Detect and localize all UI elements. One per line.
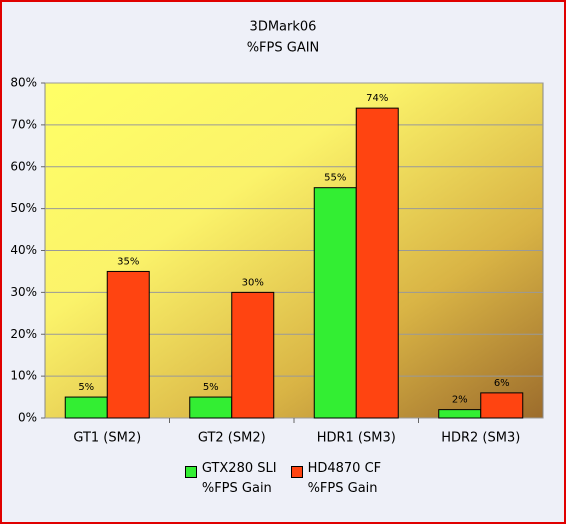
bar <box>231 291 275 419</box>
chart-title: 3DMark06 <box>250 20 317 35</box>
value-label: 30% <box>242 277 264 288</box>
bar <box>64 396 108 419</box>
value-label: 55% <box>324 173 346 184</box>
y-tick-label: 50% <box>10 201 37 215</box>
x-tick-label: HDR1 (SM3) <box>317 431 396 446</box>
legend-label: HD4870 CF %FPS Gain <box>307 461 382 496</box>
y-tick-label: 80% <box>10 76 37 90</box>
bar <box>438 409 482 419</box>
legend-swatch <box>290 466 303 478</box>
x-tick-label: GT2 (SM2) <box>198 431 266 446</box>
x-tick-label: GT1 (SM2) <box>73 431 141 446</box>
bar <box>355 107 399 419</box>
chart-subtitle: %FPS GAIN <box>247 41 320 56</box>
bar <box>106 270 150 419</box>
legend-item: HD4870 CF %FPS Gain <box>290 461 382 499</box>
x-tick-label: HDR2 (SM3) <box>441 431 520 446</box>
value-label: 5% <box>78 382 94 393</box>
y-tick-label: 20% <box>10 327 37 341</box>
bar <box>313 187 357 419</box>
value-label: 5% <box>203 382 219 393</box>
y-tick-label: 30% <box>10 285 37 299</box>
y-tick-label: 10% <box>10 369 37 383</box>
y-tick-label: 40% <box>10 243 37 257</box>
value-label: 74% <box>366 93 388 104</box>
y-tick-label: 0% <box>18 411 37 425</box>
bar <box>189 396 233 419</box>
value-label: 6% <box>494 378 510 389</box>
value-label: 35% <box>117 256 139 267</box>
y-tick-label: 70% <box>10 117 37 131</box>
value-label: 2% <box>452 395 468 406</box>
legend-label: GTX280 SLI %FPS Gain <box>201 461 277 496</box>
legend: GTX280 SLI %FPS Gain HD4870 CF %FPS Gain <box>0 461 566 499</box>
legend-swatch <box>184 466 197 478</box>
legend-item: GTX280 SLI %FPS Gain <box>184 461 277 499</box>
y-tick-label: 60% <box>10 159 37 173</box>
bar <box>480 392 524 419</box>
